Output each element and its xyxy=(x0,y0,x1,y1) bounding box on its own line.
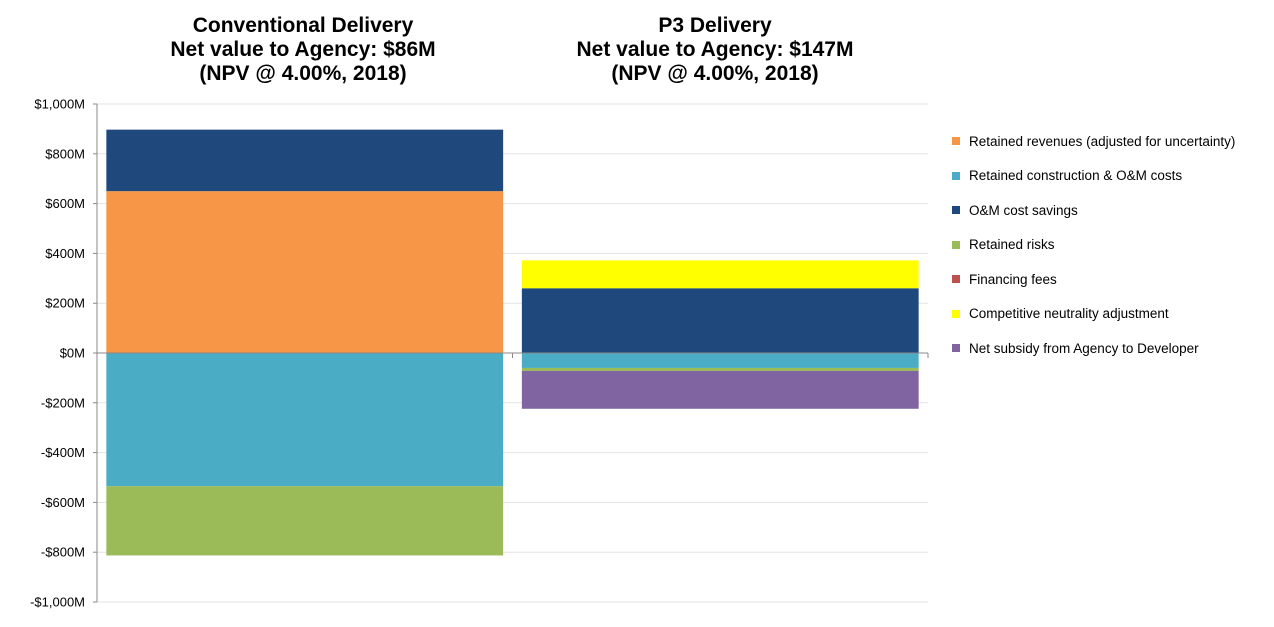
chart-title-line: Net value to Agency: $86M xyxy=(170,38,436,61)
y-tick-label: $200M xyxy=(45,296,85,311)
legend-item: Retained construction & O&M costs xyxy=(952,159,1235,194)
bar-segment xyxy=(521,367,919,371)
legend-item: Competitive neutrality adjustment xyxy=(952,297,1235,332)
bar-segment xyxy=(521,370,919,409)
y-tick-label: $1,000M xyxy=(34,97,85,112)
bar-segment xyxy=(521,260,919,289)
legend-label: Financing fees xyxy=(969,271,1057,287)
chart-title-line: Net value to Agency: $147M xyxy=(576,38,854,61)
legend-item: O&M cost savings xyxy=(952,193,1235,228)
bar-segment xyxy=(521,288,919,353)
y-tick-label: $0M xyxy=(60,346,85,361)
bar-segment xyxy=(106,129,504,192)
legend-label: O&M cost savings xyxy=(969,202,1078,218)
y-tick-label: $400M xyxy=(45,246,85,261)
legend-item: Financing fees xyxy=(952,262,1235,297)
legend-item: Retained risks xyxy=(952,228,1235,263)
chart-legend: Retained revenues (adjusted for uncertai… xyxy=(952,124,1235,366)
legend-swatch xyxy=(952,344,960,353)
chart-title-conventional: Conventional Delivery Net value to Agenc… xyxy=(93,14,513,86)
legend-swatch xyxy=(952,309,960,318)
bar-segment xyxy=(521,353,919,368)
legend-label: Retained revenues (adjusted for uncertai… xyxy=(969,133,1236,149)
y-tick-label: $800M xyxy=(45,146,85,161)
y-tick-label: -$1,000M xyxy=(30,595,85,610)
chart-title-line: P3 Delivery xyxy=(658,14,772,37)
bar-segment xyxy=(106,486,504,556)
legend-swatch xyxy=(952,171,960,180)
chart-title-line: Conventional Delivery xyxy=(192,14,414,37)
chart-title-line: (NPV @ 4.00%, 2018) xyxy=(611,62,819,85)
chart-title-line: (NPV @ 4.00%, 2018) xyxy=(199,62,407,85)
legend-swatch xyxy=(952,206,960,215)
y-tick-label: -$800M xyxy=(41,545,85,560)
bar-segment xyxy=(106,353,504,487)
legend-item: Retained revenues (adjusted for uncertai… xyxy=(952,124,1235,159)
bar-segment xyxy=(106,191,504,353)
legend-label: Competitive neutrality adjustment xyxy=(969,306,1169,322)
y-tick-label: -$400M xyxy=(41,445,85,460)
y-tick-label: -$600M xyxy=(41,495,85,510)
y-tick-label: $600M xyxy=(45,196,85,211)
legend-swatch xyxy=(952,240,960,249)
legend-swatch xyxy=(952,275,960,284)
legend-label: Retained risks xyxy=(969,237,1055,253)
legend-label: Net subsidy from Agency to Developer xyxy=(969,340,1199,356)
legend-swatch xyxy=(952,137,960,146)
legend-label: Retained construction & O&M costs xyxy=(969,168,1183,184)
chart-title-p3: P3 Delivery Net value to Agency: $147M (… xyxy=(505,14,925,86)
y-tick-label: -$200M xyxy=(41,395,85,410)
legend-item: Net subsidy from Agency to Developer xyxy=(952,331,1235,366)
